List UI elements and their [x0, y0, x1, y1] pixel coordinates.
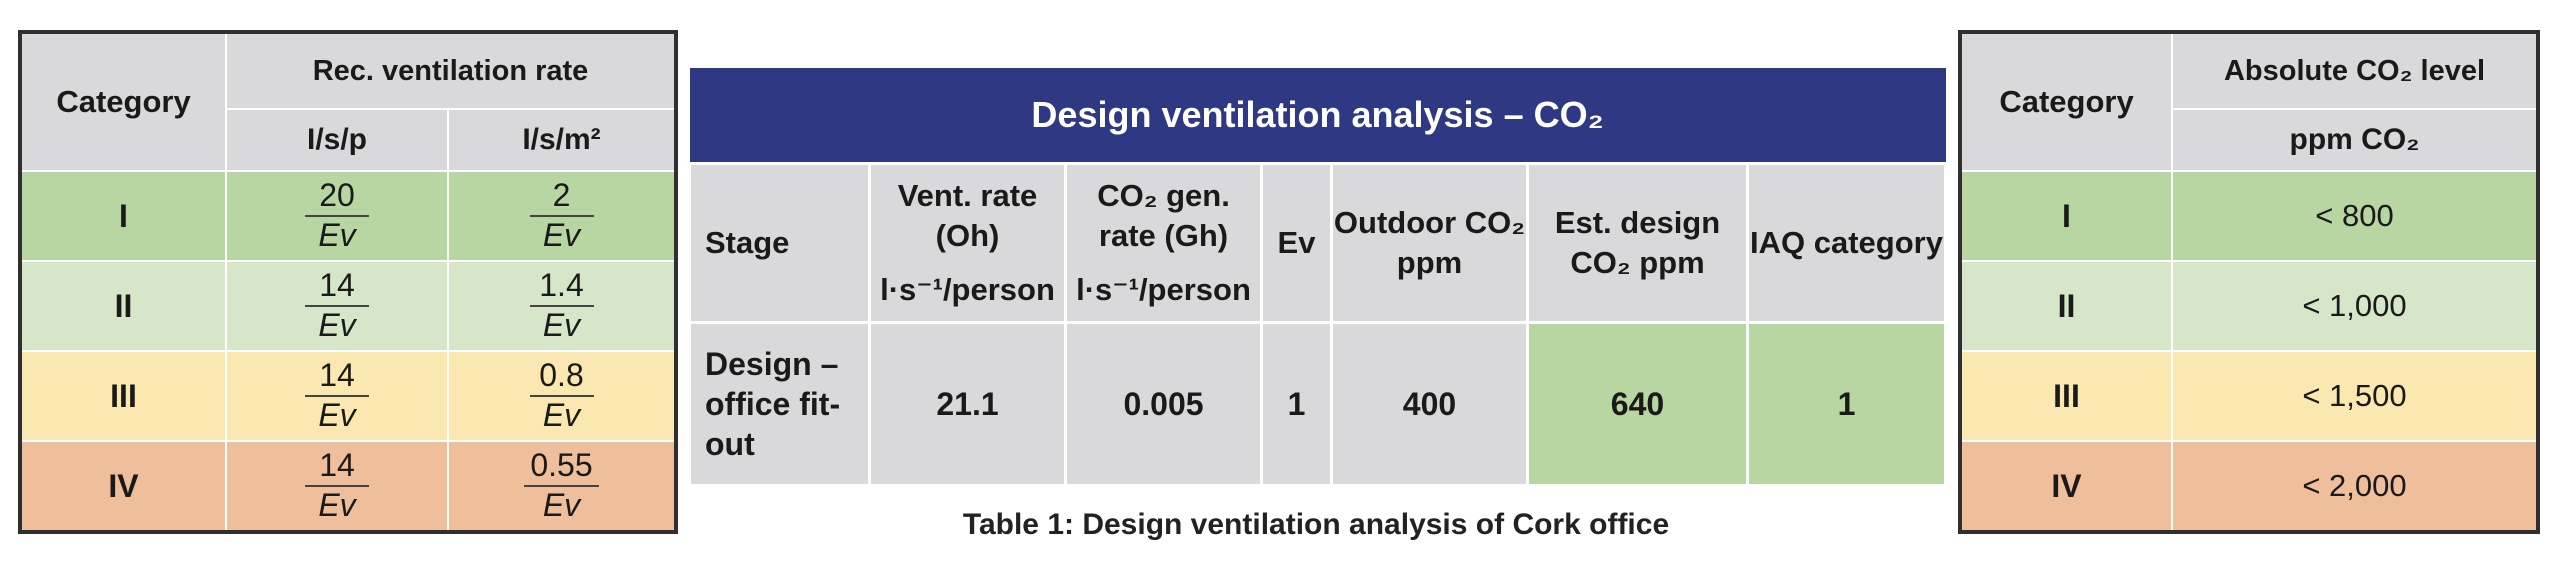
table-row: IV < 2,000	[1958, 440, 2540, 534]
fraction-denominator: Ev	[542, 397, 581, 433]
fraction-denominator: Ev	[318, 397, 356, 433]
outdoor-co2-header: Outdoor CO₂ ppm	[1330, 162, 1529, 324]
category-cell: I	[1958, 170, 2173, 262]
fraction-numerator: 14	[305, 449, 369, 487]
ppm-co2-header: ppm CO₂	[2171, 108, 2540, 172]
fraction-denominator: Ev	[542, 217, 581, 253]
design-ventilation-analysis-table: Design ventilation analysis – CO₂ Stage …	[688, 68, 1948, 487]
per-person-cell: 14 Ev	[225, 260, 449, 352]
iaq-category-cell: 1	[1745, 321, 1948, 487]
category-cell: III	[1958, 350, 2173, 442]
fraction-numerator: 2	[529, 179, 594, 217]
co2-gen-rate-label: CO₂ gen. rate (Gh)	[1097, 178, 1230, 254]
co2-level-cell: < 1,500	[2171, 350, 2540, 442]
fraction-denominator: Ev	[542, 487, 581, 523]
per-person-cell: 14 Ev	[225, 440, 449, 534]
rec-ventilation-rate-header: Rec. ventilation rate	[225, 30, 678, 110]
absolute-co2-header: Absolute CO₂ level	[2171, 30, 2540, 110]
ev-cell: 1	[1260, 321, 1333, 487]
recommended-ventilation-table: Category Rec. ventilation rate I/s/p I/s…	[18, 30, 678, 534]
vent-rate-label: Vent. rate (Oh)	[897, 178, 1038, 254]
table-row: IV 14 Ev 0.55 Ev	[18, 440, 678, 534]
table-row: Design – office fit-out 21.1 0.005 1 400…	[688, 321, 1948, 487]
outdoor-co2-cell: 400	[1330, 321, 1529, 487]
category-header: Category	[1958, 30, 2173, 172]
category-cell: II	[1958, 260, 2173, 352]
fraction-denominator: Ev	[318, 487, 356, 523]
est-design-co2-cell: 640	[1526, 321, 1749, 487]
fraction-denominator: Ev	[542, 307, 581, 343]
category-cell: II	[18, 260, 227, 352]
est-design-co2-header: Est. design CO₂ ppm	[1526, 162, 1749, 324]
stage-header: Stage	[688, 162, 871, 324]
fraction-denominator: Ev	[318, 217, 356, 253]
fraction: 14 Ev	[305, 359, 369, 432]
table-row: II 14 Ev 1.4 Ev	[18, 260, 678, 352]
per-area-cell: 0.8 Ev	[447, 350, 678, 442]
category-cell: III	[18, 350, 227, 442]
fraction: 14 Ev	[305, 269, 369, 342]
fraction-numerator: 0.55	[524, 449, 599, 487]
ev-header: Ev	[1260, 162, 1333, 324]
table-row: I < 800	[1958, 170, 2540, 262]
vent-rate-unit: l·s⁻¹/person	[880, 271, 1055, 307]
co2-level-cell: < 1,000	[2171, 260, 2540, 352]
stage-cell: Design – office fit-out	[688, 321, 871, 487]
table-title: Design ventilation analysis – CO₂	[689, 68, 1946, 164]
table-row: I 20 Ev 2 Ev	[18, 170, 678, 262]
per-person-cell: 20 Ev	[225, 170, 449, 262]
table-row: II < 1,000	[1958, 260, 2540, 352]
fraction: 20 Ev	[305, 179, 369, 252]
unit-per-area-header: I/s/m²	[447, 108, 678, 172]
co2-gen-rate-header: CO₂ gen. rate (Gh) l·s⁻¹/person	[1064, 162, 1263, 324]
unit-per-person-header: I/s/p	[225, 108, 449, 172]
table-caption: Table 1: Design ventilation analysis of …	[962, 508, 1670, 541]
iaq-category-header: IAQ category	[1745, 162, 1948, 324]
co2-level-cell: < 800	[2171, 170, 2540, 262]
per-person-cell: 14 Ev	[225, 350, 449, 442]
co2-gen-rate-cell: 0.005	[1064, 321, 1263, 487]
fraction: 2 Ev	[529, 179, 594, 253]
fraction: 0.55 Ev	[524, 449, 599, 523]
fraction: 0.8 Ev	[529, 359, 594, 433]
fraction: 1.4 Ev	[529, 269, 594, 343]
table-row: III 14 Ev 0.8 Ev	[18, 350, 678, 442]
category-cell: IV	[18, 440, 227, 534]
per-area-cell: 1.4 Ev	[447, 260, 678, 352]
fraction-numerator: 20	[305, 179, 369, 217]
category-cell: IV	[1958, 440, 2173, 534]
table-row: III < 1,500	[1958, 350, 2540, 442]
category-cell: I	[18, 170, 227, 262]
fraction-numerator: 0.8	[529, 359, 594, 397]
co2-level-cell: < 2,000	[2171, 440, 2540, 534]
absolute-co2-level-table: Category Absolute CO₂ level ppm CO₂ I < …	[1958, 30, 2540, 534]
category-header: Category	[18, 30, 227, 172]
fraction-numerator: 1.4	[529, 269, 594, 307]
vent-rate-header: Vent. rate (Oh) l·s⁻¹/person	[868, 162, 1067, 324]
vent-rate-cell: 21.1	[868, 321, 1067, 487]
co2-gen-rate-unit: l·s⁻¹/person	[1076, 271, 1251, 307]
per-area-cell: 0.55 Ev	[447, 440, 678, 534]
per-area-cell: 2 Ev	[447, 170, 678, 262]
fraction-numerator: 14	[305, 359, 369, 397]
fraction-numerator: 14	[305, 269, 369, 307]
fraction-denominator: Ev	[318, 307, 356, 343]
fraction: 14 Ev	[305, 449, 369, 522]
